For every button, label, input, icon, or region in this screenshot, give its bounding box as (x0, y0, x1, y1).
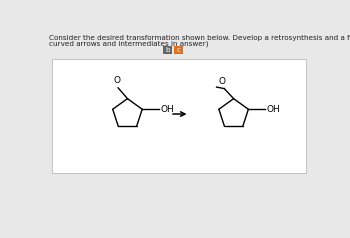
Bar (163, 46, 173, 54)
Text: OH: OH (266, 105, 280, 114)
Text: O: O (113, 76, 120, 85)
Text: b: b (166, 47, 170, 53)
Text: c: c (177, 47, 181, 53)
Text: O: O (218, 77, 225, 85)
Text: curved arrows and intermediates in answer): curved arrows and intermediates in answe… (49, 41, 209, 47)
Text: Consider the desired transformation shown below. Develop a retrosynthesis and a : Consider the desired transformation show… (49, 35, 350, 41)
Bar (174, 46, 183, 54)
Text: OH: OH (160, 105, 174, 114)
Bar (51, 59, 306, 173)
